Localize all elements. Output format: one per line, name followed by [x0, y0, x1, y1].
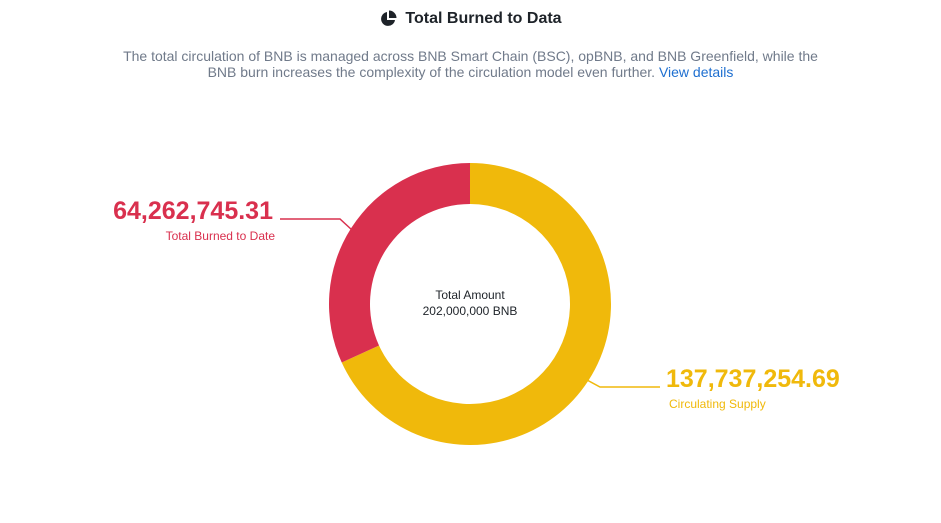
description-text: The total circulation of BNB is managed … [123, 48, 818, 80]
burned-slice-label: Total Burned to Date [166, 229, 276, 243]
chart-header: Total Burned to Data [0, 10, 941, 28]
donut-slices [328, 162, 611, 445]
chart-title: Total Burned to Data [405, 10, 562, 27]
burned-slice[interactable] [328, 162, 470, 363]
circulating-slice[interactable] [341, 163, 611, 445]
pie-chart-icon [381, 10, 397, 26]
leader-lines [280, 218, 660, 388]
center-label: Total Amount [435, 288, 505, 302]
center-value: 202,000,000 BNB [423, 304, 518, 318]
circulating-value-label: 137,737,254.69 [666, 365, 840, 393]
circulating-leader-line [586, 379, 660, 388]
chart-description: The total circulation of BNB is managed … [110, 48, 831, 80]
circulating-slice-label: Circulating Supply [669, 397, 766, 411]
view-details-link[interactable]: View details [658, 64, 734, 80]
burned-value-label: 64,262,745.31 [113, 197, 273, 225]
burned-leader-line [280, 218, 353, 231]
